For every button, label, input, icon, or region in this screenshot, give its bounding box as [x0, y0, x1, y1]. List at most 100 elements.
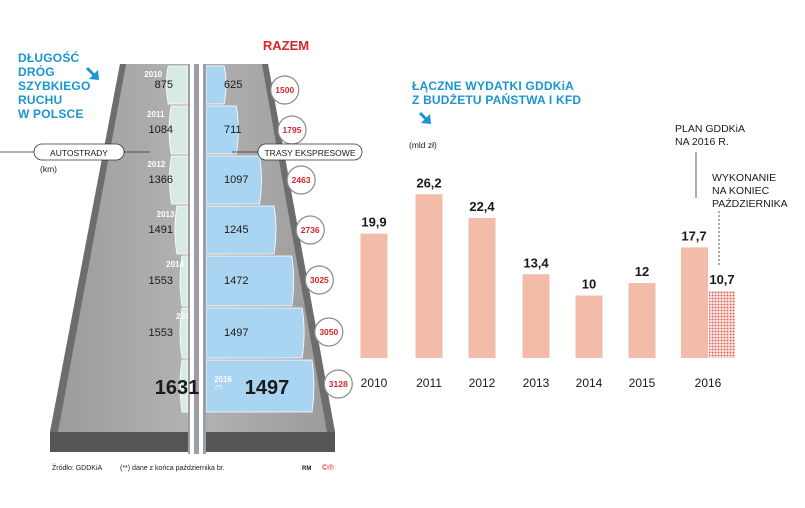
year-label: 2012 — [147, 160, 165, 169]
execution-annotation-line: WYKONANIE — [712, 172, 776, 184]
expressway-step — [205, 255, 295, 307]
razem-label: RAZEM — [263, 38, 309, 53]
bar-2016 — [681, 247, 708, 358]
year-label: 2010 — [144, 70, 162, 79]
motorways-value: 1491 — [149, 224, 173, 236]
total-circle — [270, 75, 300, 105]
signature: RM — [302, 466, 311, 472]
bar-value-label: 26,2 — [416, 175, 441, 190]
expressway-step — [205, 105, 239, 155]
source-text: Źródło: GDDKiA — [52, 463, 103, 472]
category-label: 2010 — [361, 376, 388, 390]
road-lane-steps — [165, 65, 315, 413]
left-title-line: RUCHU — [18, 93, 62, 107]
category-label: 2015 — [629, 376, 656, 390]
chart-title: ŁĄCZNE WYDATKI GDDKiA Z BUDŻETU PAŃSTWA … — [412, 79, 581, 107]
motorways-value: 1631 — [155, 377, 200, 399]
category-label: 2016 — [695, 376, 722, 390]
year-labels: 2010 2011 2012 2013 2014 2015 2016(**) — [144, 70, 232, 391]
motorway-step — [179, 307, 189, 359]
total-value: 2736 — [301, 225, 320, 235]
motorway-step — [179, 359, 189, 413]
bar-2013 — [522, 274, 550, 358]
year-label: 2015 — [176, 312, 194, 321]
left-title-line: DRÓG — [18, 64, 55, 79]
motorways-label: AUTOSTRADY — [50, 148, 108, 158]
execution-annotation: WYKONANIE NA KONIEC PAŹDZIERNIKA — [712, 172, 788, 210]
expressways-value: 1245 — [224, 224, 248, 236]
total-value: 3025 — [310, 275, 329, 285]
motorway-step — [168, 105, 189, 155]
year-label: 2011 — [147, 110, 165, 119]
plan-annotation-line: PLAN GDDKiA — [675, 123, 745, 135]
left-title: DŁUGOŚĆ DRÓG SZYBKIEGO RUCHU W POLSCE — [18, 50, 94, 121]
total-circle — [323, 369, 353, 399]
execution-annotation-line: NA KONIEC — [712, 185, 770, 197]
median-line-left — [190, 64, 194, 454]
expressways-value: 1097 — [224, 174, 248, 186]
expressways-value: 1497 — [245, 377, 290, 399]
motorway-step — [169, 155, 189, 205]
category-label: 2014 — [576, 376, 603, 390]
motorways-label-box: AUTOSTRADY — [0, 143, 150, 161]
km-values: 875 625 1084 711 1366 1097 1491 1245 1553 1472 155… — [149, 79, 290, 399]
footnote-text: (**) dane z końca października br. — [120, 465, 225, 472]
motorways-value: 1553 — [149, 275, 173, 287]
bar-value-label: 12 — [635, 264, 649, 279]
total-circle — [286, 165, 316, 195]
bar-2012 — [468, 218, 496, 358]
expressways-value: 1472 — [224, 275, 248, 287]
chart-title-line: Z BUDŻETU PAŃSTWA I KFD — [412, 92, 581, 107]
total-circles: 1500 1795 2463 2736 3025 3050 3128 — [270, 75, 353, 399]
expressway-step — [205, 307, 305, 359]
bar-value-label: 17,7 — [681, 228, 706, 243]
bar-value-label: 13,4 — [523, 255, 549, 270]
motorways-value: 1084 — [149, 124, 173, 136]
bar-value-label: 10 — [582, 277, 596, 292]
total-circle — [314, 317, 344, 347]
chart-title-line: ŁĄCZNE WYDATKI GDDKiA — [412, 79, 574, 93]
total-circle — [304, 265, 334, 295]
median-line-right — [199, 64, 203, 454]
motorway-step — [174, 205, 189, 255]
total-value: 3128 — [329, 379, 348, 389]
km-unit: (km) — [40, 164, 57, 174]
year-label: 2014 — [166, 260, 184, 269]
expressway-step — [205, 205, 277, 255]
bar-2016-executed — [709, 291, 735, 358]
motorways-value: 875 — [155, 79, 173, 91]
expressways-value: 1497 — [224, 327, 248, 339]
expressway-step — [205, 65, 227, 105]
footnote-marker: (**) — [215, 385, 223, 391]
total-value: 2463 — [292, 175, 311, 185]
total-circle — [295, 215, 325, 245]
expressway-step — [205, 359, 315, 413]
year-label: 2016 — [214, 375, 232, 384]
expressways-label: TRASY EKSPRESOWE — [264, 148, 355, 158]
bar-value-label: 19,9 — [361, 215, 386, 230]
copyright-icon: ©℗ — [322, 463, 334, 472]
expressways-value: 711 — [224, 124, 242, 136]
expressways-value: 625 — [224, 79, 242, 91]
arrow-down-right-icon — [85, 66, 99, 80]
bar-2015 — [628, 283, 656, 358]
bar-value-label: 10,7 — [709, 272, 734, 287]
expressways-label-box: TRASY EKSPRESOWE — [232, 143, 363, 161]
motorways-value: 1366 — [149, 174, 173, 186]
bar-2014 — [575, 295, 603, 358]
left-title-line: SZYBKIEGO — [18, 79, 90, 93]
bar-2010 — [360, 233, 388, 358]
category-label: 2011 — [416, 376, 442, 390]
arrow-down-right-icon — [418, 111, 431, 124]
motorway-step — [165, 65, 189, 105]
road-illustration: 2010 2011 2012 2013 2014 2015 2016(**) 875 625 1… — [50, 64, 353, 454]
execution-annotation-line: PAŹDZIERNIKA — [712, 197, 788, 210]
total-value: 3050 — [319, 327, 338, 337]
bar-value-label: 22,4 — [469, 199, 495, 214]
bar-2011 — [415, 194, 443, 358]
chart-ylabel: (mld zł) — [409, 140, 437, 150]
total-value: 1500 — [275, 85, 294, 95]
category-label: 2012 — [469, 376, 496, 390]
left-title-line: W POLSCE — [18, 107, 84, 121]
